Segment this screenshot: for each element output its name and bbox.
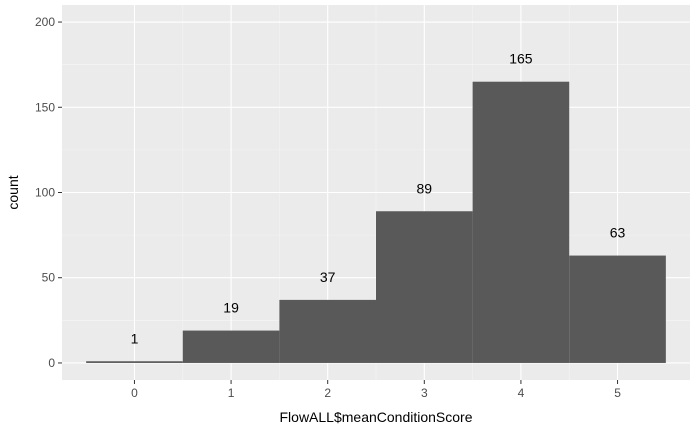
bar-value-label: 1: [131, 330, 139, 346]
y-axis: 0 50 100 150 200: [35, 15, 62, 370]
x-tick-label: 2: [324, 386, 331, 400]
x-tick-label: 0: [131, 386, 138, 400]
x-axis-title: FlowALL$meanConditionScore: [280, 409, 473, 425]
histogram-bar: [569, 255, 666, 363]
x-tick-label: 3: [421, 386, 428, 400]
histogram-bar: [86, 361, 183, 363]
data-labels: 1 19 37 89 165 63: [131, 51, 626, 347]
y-tick-label: 0: [48, 356, 55, 370]
bar-value-label: 89: [417, 180, 433, 196]
bar-value-label: 165: [509, 51, 533, 67]
y-tick-label: 150: [35, 100, 55, 114]
y-tick-label: 100: [35, 186, 55, 200]
y-tick-label: 50: [42, 271, 56, 285]
y-tick-label: 200: [35, 15, 55, 29]
y-axis-title: count: [5, 175, 21, 209]
bar-value-label: 37: [320, 269, 336, 285]
histogram-bar: [376, 211, 473, 363]
bar-value-label: 63: [610, 225, 626, 241]
histogram-bar: [472, 81, 570, 363]
histogram-bar: [279, 299, 376, 363]
bars: [86, 81, 666, 363]
histogram-bar: [182, 330, 280, 363]
x-tick-label: 1: [228, 386, 235, 400]
x-tick-label: 5: [614, 386, 621, 400]
x-axis: 0 1 2 3 4 5: [131, 380, 621, 400]
bar-value-label: 19: [223, 300, 239, 316]
x-tick-label: 4: [518, 386, 525, 400]
